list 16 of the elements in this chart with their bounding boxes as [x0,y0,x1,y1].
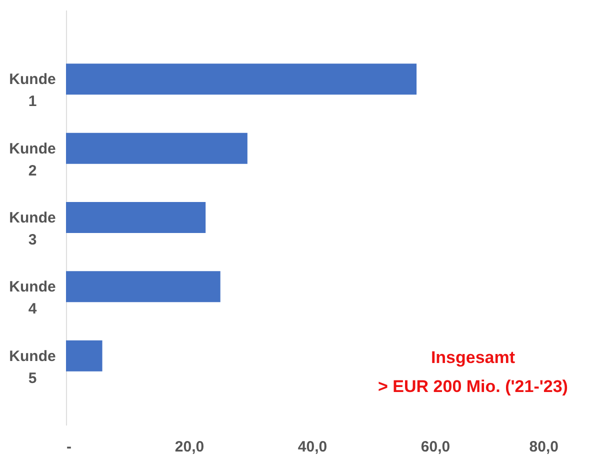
bar [66,202,206,233]
bar [66,64,417,95]
y-tick-label: Kunde 2 [9,140,56,180]
x-tick-label: - [66,438,72,456]
x-tick-label: 80,0 [529,438,558,456]
y-tick-label: Kunde 4 [9,278,56,318]
annotation: Insgesamt > EUR 200 Mio. ('21-'23) [378,348,568,396]
bar [66,340,102,372]
x-tick-label: 40,0 [298,438,328,456]
x-tick-label: 20,0 [174,438,204,456]
y-tick-label: Kunde 3 [9,210,56,248]
x-tick-label: 60,0 [420,438,450,456]
bar [66,132,248,164]
bar [66,271,220,302]
y-tick-label: Kunde 5 [9,348,56,387]
y-tick-label: Kunde 1 [9,71,56,110]
